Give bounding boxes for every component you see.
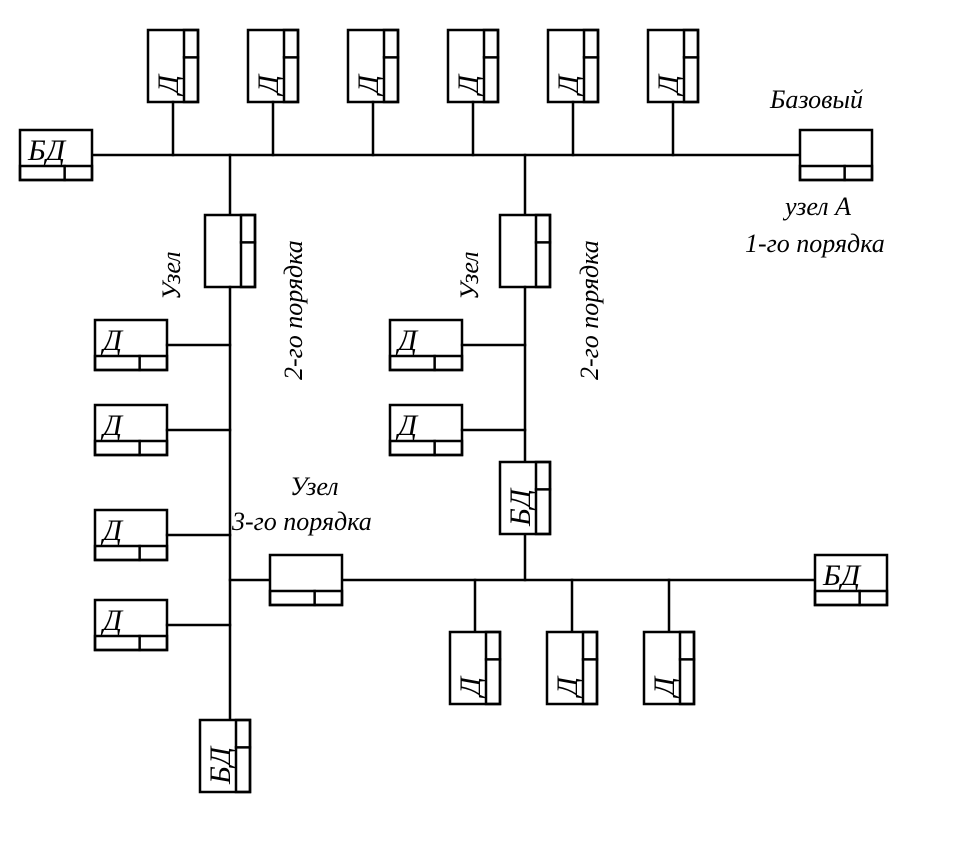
svg-text:Д: Д: [352, 73, 385, 97]
svg-text:БД: БД: [204, 745, 237, 785]
network-diagram: Д Д Д Д Д Д БД Базовый узел А 1-го порядка Узел 2-г…: [0, 0, 975, 850]
svg-text:Д: Д: [652, 73, 685, 97]
svg-text:2-го порядка: 2-го порядка: [279, 240, 308, 380]
svg-text:Д: Д: [395, 324, 419, 357]
svg-text:Д: Д: [552, 73, 585, 97]
svg-text:Д: Д: [100, 409, 124, 442]
svg-text:2-го порядка: 2-го порядка: [575, 240, 604, 380]
svg-text:БД: БД: [504, 487, 537, 527]
svg-text:Д: Д: [100, 514, 124, 547]
svg-text:Д: Д: [152, 73, 185, 97]
svg-text:узел А: узел А: [782, 192, 851, 221]
svg-text:Узел: Узел: [157, 251, 186, 300]
svg-text:Узел: Узел: [290, 472, 339, 501]
svg-text:Д: Д: [100, 604, 124, 637]
svg-text:Д: Д: [252, 73, 285, 97]
svg-text:Д: Д: [100, 324, 124, 357]
svg-text:Д: Д: [648, 675, 681, 699]
svg-text:БД: БД: [27, 134, 67, 167]
svg-text:Д: Д: [452, 73, 485, 97]
svg-text:Д: Д: [454, 675, 487, 699]
svg-text:Базовый: Базовый: [769, 85, 863, 114]
svg-text:1-го порядка: 1-го порядка: [745, 229, 885, 258]
svg-text:БД: БД: [822, 559, 862, 592]
svg-text:Узел: Узел: [455, 251, 484, 300]
svg-text:3-го порядка: 3-го порядка: [231, 507, 372, 536]
svg-text:Д: Д: [395, 409, 419, 442]
svg-text:Д: Д: [551, 675, 584, 699]
